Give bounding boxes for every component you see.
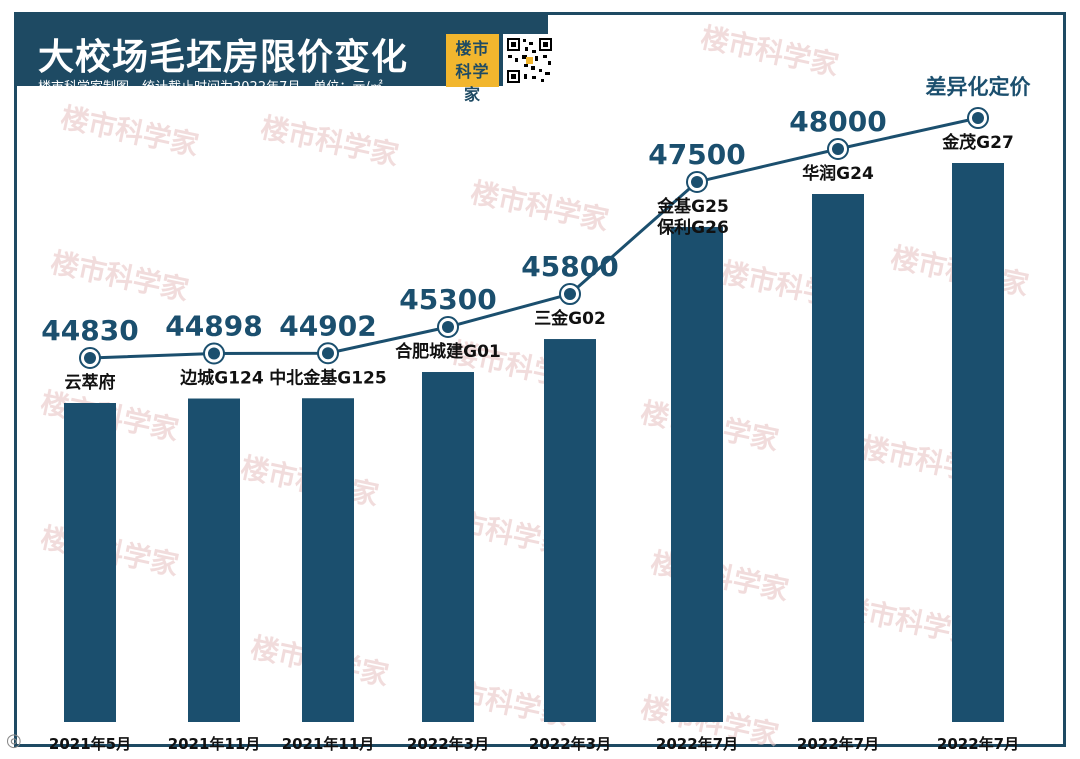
line-marker [691,175,703,188]
line-marker [832,143,844,155]
brand-logo: 楼市 科学家 [446,34,499,104]
source-mark: ◎ [6,730,22,751]
title-panel: 大校场毛坯房限价变化 楼市科学家制图，统计截止时间为2022年7月，单位：元/㎡… [14,12,556,104]
project-label: 金茂G27 [941,132,1014,153]
line-marker [972,112,984,124]
project-label: 合肥城建G01 [395,341,501,362]
brand-logo-line: 科学家 [455,62,490,104]
value-label: 48000 [789,105,886,138]
chart-subtitle: 楼市科学家制图，统计截止时间为2022年7月，单位：元/㎡ [38,80,383,95]
series-line [89,116,979,360]
project-label: 中北金基G125 [269,367,386,388]
line-marker [208,347,220,360]
bar [812,194,864,722]
project-label: 金基G25 [656,196,729,217]
qr-code [503,34,556,87]
project-label: 三金G02 [534,308,606,329]
x-tick-label: 2022年3月 [529,735,611,753]
brand-logo-line: 楼市 [455,39,490,58]
x-tick-label: 2021年5月 [49,735,131,753]
x-tick-label: 2022年7月 [937,735,1019,753]
value-label: 差异化定价 [926,75,1032,99]
value-label: 45300 [399,283,496,316]
chart-title: 大校场毛坯房限价变化 [38,37,409,78]
line-marker [564,288,576,301]
bar [544,339,596,722]
value-label: 45800 [521,250,618,283]
line-marker [322,347,334,360]
qr-code-icon [505,36,554,85]
x-tick-label: 2022年3月 [407,735,489,753]
project-label: 保利G26 [656,217,729,238]
bar [188,398,240,722]
bar [422,372,474,722]
value-label: 44830 [41,314,138,347]
x-tick-label: 2021年11月 [168,735,261,753]
x-tick-label: 2022年7月 [656,735,738,753]
line-marker [84,352,96,364]
project-label: 云萃府 [65,372,116,393]
project-label: 边城G124 [179,369,264,389]
bar [952,163,1004,722]
value-label: 44902 [279,309,376,342]
x-tick-label: 2022年7月 [797,735,879,753]
bar [64,403,116,722]
line-marker [442,321,454,334]
bar [671,226,723,722]
x-tick-label: 2021年11月 [282,735,375,753]
value-label: 47500 [648,138,745,171]
value-label: 44898 [165,310,262,343]
bar [302,398,354,722]
project-label: 华润G24 [802,163,874,184]
